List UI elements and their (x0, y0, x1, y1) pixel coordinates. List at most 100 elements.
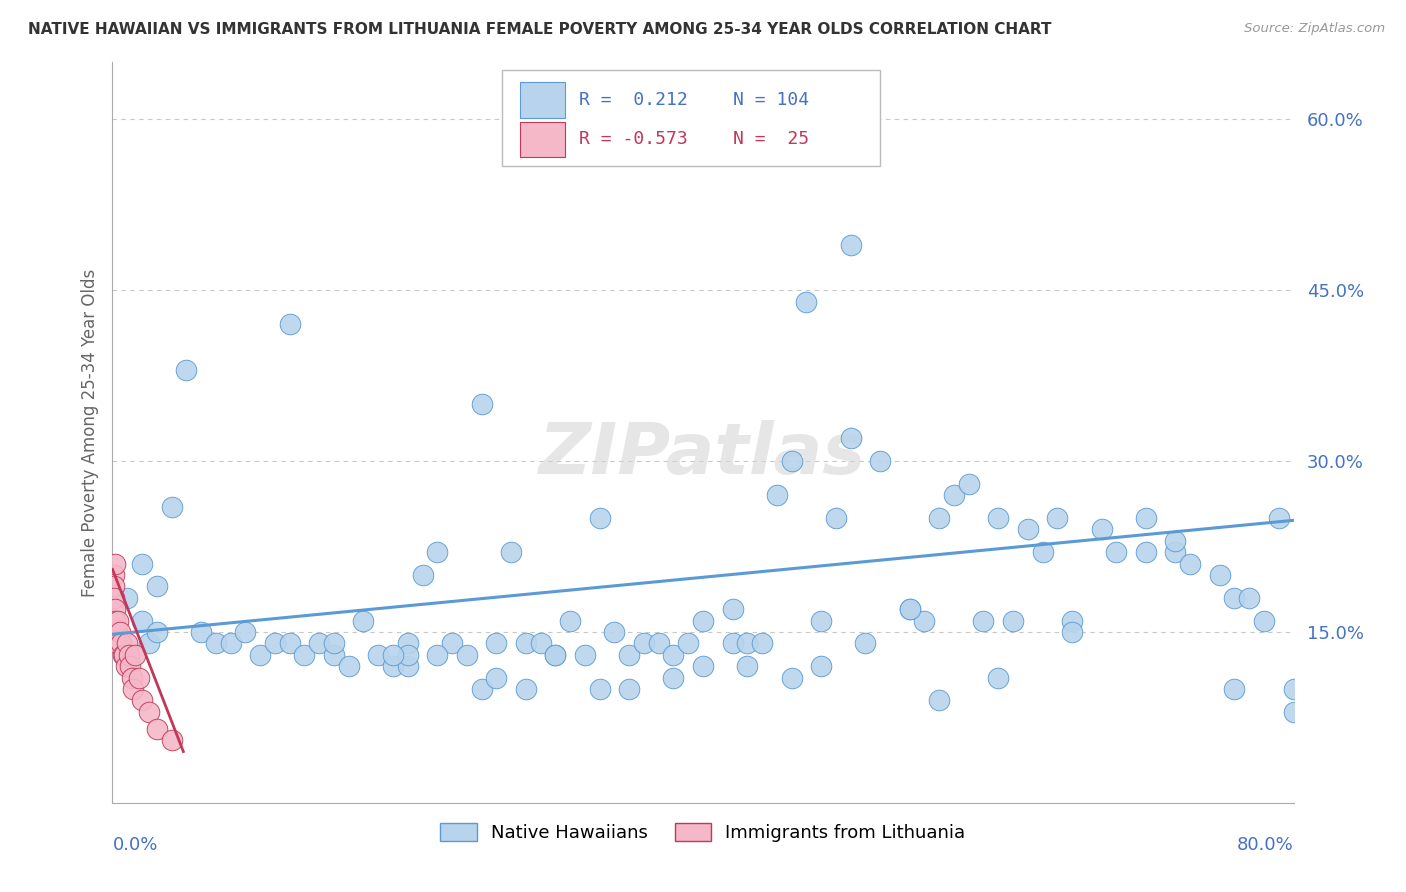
Text: 0.0%: 0.0% (112, 836, 157, 855)
Point (898, 602, 921, 616)
Point (1032, 545, 1054, 559)
Point (104, 602, 127, 616)
Point (105, 636, 128, 650)
Point (869, 454, 891, 468)
Point (121, 671, 143, 685)
Point (124, 648, 146, 662)
Point (898, 602, 921, 616)
Point (1178, 557, 1201, 571)
Point (751, 636, 773, 650)
Point (117, 636, 138, 650)
Point (678, 636, 700, 650)
Point (396, 648, 419, 662)
Point (603, 624, 626, 639)
Point (396, 659, 419, 673)
Point (737, 636, 759, 650)
Point (146, 579, 169, 593)
Point (1017, 523, 1039, 537)
Text: ZIPatlas: ZIPatlas (540, 420, 866, 490)
Point (1164, 545, 1187, 559)
Point (515, 636, 537, 650)
Text: NATIVE HAWAIIAN VS IMMIGRANTS FROM LITHUANIA FEMALE POVERTY AMONG 25-34 YEAR OLD: NATIVE HAWAIIAN VS IMMIGRANTS FROM LITHU… (28, 22, 1052, 37)
Point (456, 648, 478, 662)
Point (103, 568, 125, 582)
Point (278, 636, 301, 650)
Point (1062, 614, 1084, 628)
Point (190, 624, 212, 639)
Point (278, 318, 301, 332)
Point (122, 681, 145, 696)
Point (942, 488, 965, 502)
Point (1164, 533, 1187, 548)
Point (146, 722, 169, 736)
Point (928, 693, 950, 707)
Point (1001, 614, 1024, 628)
Point (810, 614, 832, 628)
Point (111, 648, 134, 662)
Point (131, 693, 153, 707)
Point (131, 557, 153, 571)
Point (485, 636, 508, 650)
Point (692, 659, 714, 673)
Point (588, 681, 610, 696)
Point (308, 636, 330, 650)
Point (160, 500, 183, 514)
Point (662, 648, 685, 662)
Point (839, 237, 862, 252)
Text: N =  25: N = 25 (733, 130, 808, 148)
Point (1282, 681, 1305, 696)
Point (108, 624, 131, 639)
Point (544, 648, 567, 662)
Point (485, 671, 508, 685)
Point (1223, 681, 1246, 696)
Point (233, 624, 256, 639)
Point (839, 431, 862, 445)
Point (114, 659, 136, 673)
Point (470, 681, 494, 696)
Point (914, 614, 936, 628)
Point (987, 511, 1010, 525)
Point (120, 659, 142, 673)
Point (367, 648, 389, 662)
Point (957, 476, 980, 491)
Point (105, 624, 128, 639)
Point (128, 671, 150, 685)
Point (529, 636, 551, 650)
Point (441, 636, 464, 650)
Point (987, 671, 1010, 685)
Point (103, 591, 125, 605)
Point (104, 614, 127, 628)
Text: Source: ZipAtlas.com: Source: ZipAtlas.com (1244, 22, 1385, 36)
Point (558, 614, 582, 628)
Point (110, 636, 132, 650)
Point (766, 488, 789, 502)
Text: N = 104: N = 104 (733, 91, 808, 109)
Point (1135, 511, 1157, 525)
Point (323, 648, 346, 662)
Point (588, 511, 610, 525)
Point (138, 636, 160, 650)
Point (574, 648, 596, 662)
Point (470, 397, 494, 411)
Point (249, 648, 271, 662)
Point (501, 545, 523, 559)
Point (131, 614, 153, 628)
Point (737, 659, 759, 673)
Point (174, 363, 197, 377)
Point (619, 648, 641, 662)
Point (323, 636, 346, 650)
Point (1105, 545, 1128, 559)
Point (810, 659, 832, 673)
Point (1253, 614, 1275, 628)
Point (396, 636, 419, 650)
Point (205, 636, 228, 650)
Point (146, 624, 169, 639)
Text: 80.0%: 80.0% (1237, 836, 1294, 855)
Point (1046, 511, 1069, 525)
Point (292, 648, 315, 662)
Point (647, 636, 671, 650)
Point (619, 681, 641, 696)
Point (721, 602, 744, 616)
Point (382, 648, 405, 662)
Point (721, 636, 744, 650)
